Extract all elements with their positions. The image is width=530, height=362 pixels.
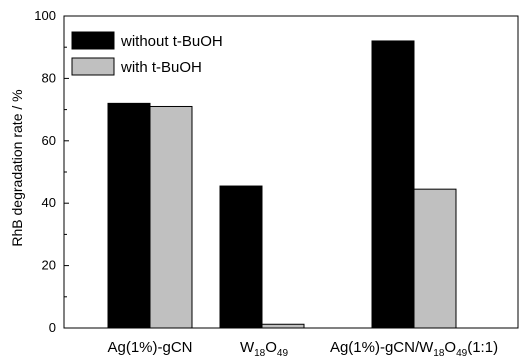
y-tick-label: 60: [42, 133, 56, 148]
legend-swatch-with: [71, 57, 115, 76]
bar-with-2: [413, 188, 457, 329]
y-tick-label: 20: [42, 258, 56, 273]
y-tick-label: 0: [49, 320, 56, 335]
y-tick-label: 80: [42, 70, 56, 85]
y-tick-label: 40: [42, 195, 56, 210]
x-category-label: Ag(1%)-gCN/W18O49(1:1): [330, 339, 498, 359]
x-category-label: W18O49: [240, 339, 289, 359]
bar-without-0: [107, 102, 151, 329]
bar-with-1: [261, 323, 305, 329]
legend-label-with: with t-BuOH: [120, 59, 202, 76]
bar-without-1: [219, 185, 263, 329]
legend: without t-BuOH with t-BuOH: [71, 31, 223, 76]
bar-with-0: [149, 105, 193, 329]
plot-area: 0 20 40 60 80 100 Ag(1%)-gCN W18O49 Ag(1%)-gCN/W…: [34, 8, 519, 359]
legend-label-without: without t-BuOH: [120, 33, 223, 50]
x-category-label: Ag(1%)-gCN: [107, 339, 192, 356]
y-tick-label: 100: [34, 8, 56, 23]
legend-swatch-without: [71, 31, 115, 50]
y-axis-title: RhB degradation rate / %: [9, 89, 25, 246]
bar-without-2: [371, 40, 415, 329]
